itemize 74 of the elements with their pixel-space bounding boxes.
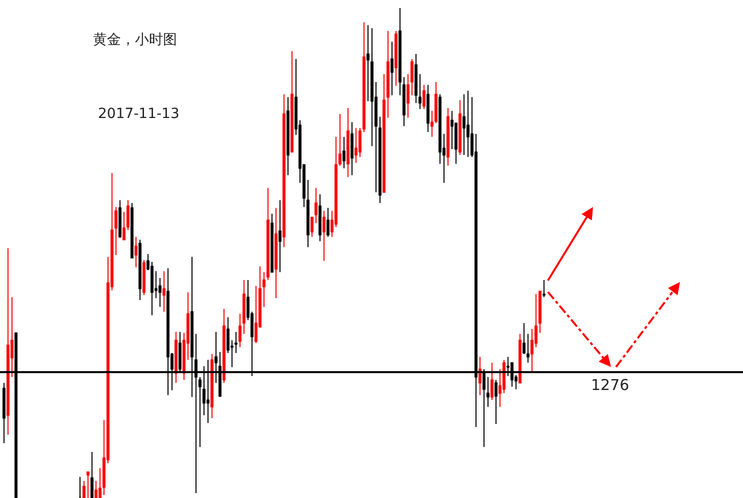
candlestick — [270, 213, 274, 273]
candlestick — [134, 236, 138, 268]
candlestick — [522, 322, 526, 354]
candlestick — [362, 22, 366, 132]
candlestick — [398, 8, 402, 96]
candlestick — [318, 194, 322, 242]
candlestick — [402, 76, 406, 127]
candlestick — [138, 239, 142, 301]
candlestick — [86, 472, 90, 498]
candlestick — [290, 50, 294, 153]
candlestick — [278, 200, 282, 273]
candlestick — [418, 74, 422, 110]
candlestick — [446, 107, 450, 166]
candlestick — [458, 100, 462, 156]
candlestick — [222, 308, 226, 384]
candlestick — [354, 128, 358, 164]
candlestick — [494, 379, 498, 425]
candlestick — [338, 113, 342, 166]
text: 1276 — [591, 376, 630, 394]
text: 黄金，小时图 — [93, 32, 177, 48]
candlestick — [314, 187, 318, 224]
candlestick — [162, 270, 166, 312]
candlestick — [282, 94, 286, 248]
candlestick — [2, 382, 6, 444]
candlestick — [82, 480, 86, 498]
candlestick — [414, 54, 418, 104]
candlestick — [466, 90, 470, 158]
candlestick — [130, 202, 134, 258]
candlestick — [542, 279, 546, 298]
candlestick — [238, 313, 242, 348]
candlestick — [234, 331, 238, 354]
candlestick — [342, 136, 346, 169]
candlestick — [350, 122, 354, 176]
candlestick — [266, 187, 270, 280]
candlestick — [310, 216, 314, 238]
candlestick — [486, 376, 490, 408]
candlestick — [378, 116, 382, 204]
candlestick — [142, 259, 146, 296]
candlestick — [518, 333, 522, 384]
candlestick — [286, 96, 290, 176]
candlestick — [90, 451, 94, 498]
candlestick — [114, 206, 118, 256]
candlestick — [322, 210, 326, 262]
candlestick — [306, 179, 310, 248]
candlestick — [538, 290, 542, 334]
candlestick — [490, 362, 494, 400]
candlestick — [434, 81, 438, 124]
candlestick — [210, 353, 214, 419]
candlestick — [462, 94, 466, 156]
candlestick — [326, 207, 330, 238]
candlestick — [366, 24, 370, 102]
candlestick — [394, 30, 398, 86]
candlestick — [346, 107, 350, 178]
candlestick — [390, 41, 394, 96]
candlestick — [198, 376, 202, 448]
candlestick — [274, 207, 278, 299]
candlestick — [426, 84, 430, 132]
candlestick — [174, 331, 178, 384]
candlestick — [6, 248, 10, 436]
candlestick — [406, 74, 410, 118]
text: 2017-11-13 — [98, 106, 180, 122]
candlestick — [526, 333, 530, 364]
candlestick — [422, 84, 426, 110]
candlestick — [410, 58, 414, 96]
candlestick — [126, 200, 130, 230]
candlestick — [242, 279, 246, 334]
candlestick — [478, 356, 482, 396]
candlestick — [386, 30, 390, 118]
candlestick — [262, 272, 266, 308]
candlestick — [122, 211, 126, 240]
candlestick — [430, 110, 434, 138]
candlestick — [98, 468, 102, 498]
candlestick — [118, 200, 122, 238]
candlestick — [382, 74, 386, 193]
